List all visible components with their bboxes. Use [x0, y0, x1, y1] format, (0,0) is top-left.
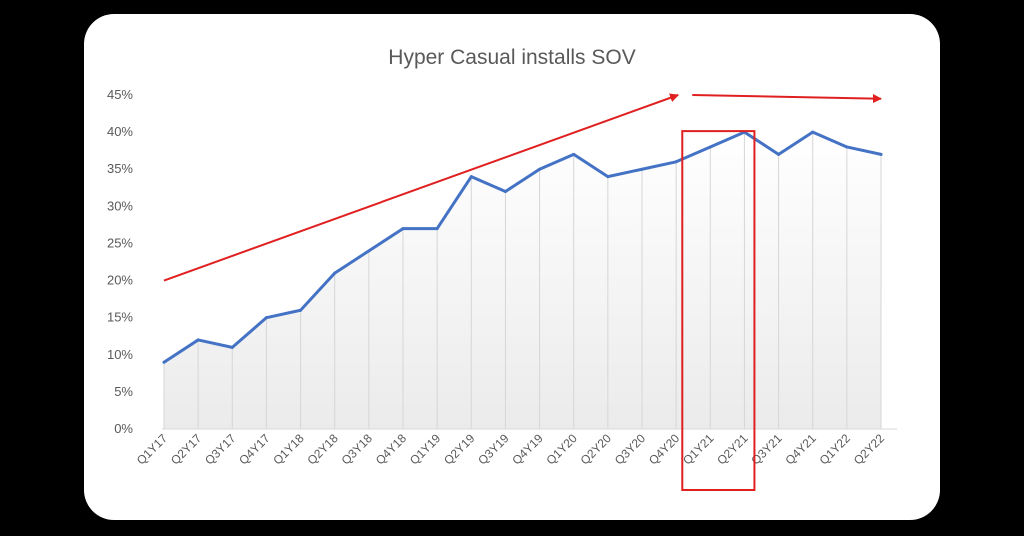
x-tick-label: Q2Y19: [441, 431, 478, 468]
x-tick-label: Q3Y17: [202, 431, 239, 468]
data-point: [196, 338, 200, 342]
y-tick-label: 5%: [114, 384, 133, 399]
highlight-box: [681, 130, 756, 491]
x-tick-label: Q3Y18: [339, 431, 376, 468]
data-point: [401, 227, 405, 231]
data-point: [845, 145, 849, 149]
y-tick-label: 35%: [107, 161, 133, 176]
x-tick-label: Q4Y21: [783, 431, 820, 468]
x-tick-label: Q4Y19: [509, 431, 546, 468]
y-tick-label: 20%: [107, 273, 133, 288]
x-tick-label: Q2Y21: [714, 431, 751, 468]
x-tick-label: Q4Y18: [373, 431, 410, 468]
series-line: [162, 130, 883, 364]
chart-title: Hyper Casual installs SOV: [388, 46, 636, 69]
data-point: [879, 152, 883, 156]
data-point: [777, 152, 781, 156]
y-tick-label: 45%: [107, 87, 133, 102]
chart-card: Hyper Casual installs SOV 0% 5% 10% 15% 20% 2…: [84, 14, 940, 520]
x-tick-label: Q2Y18: [305, 431, 342, 468]
x-tick-label: Q3Y19: [475, 431, 512, 468]
x-tick-label: Q2Y17: [168, 431, 205, 468]
x-tick-label: Q1Y21: [680, 431, 717, 468]
x-tick-label: Q2Y22: [851, 431, 888, 468]
data-point: [162, 360, 166, 364]
data-point: [333, 271, 337, 275]
line-chart: 0%5%10%15%20%25%30%35%40%45%Q1Y17Q2Y17Q3…: [107, 87, 897, 491]
y-tick-label: 40%: [107, 124, 133, 139]
data-point: [674, 160, 678, 164]
data-point: [469, 175, 473, 179]
data-point: [538, 167, 542, 171]
data-point: [367, 249, 371, 253]
x-tick-label: Q1Y17: [134, 431, 171, 468]
data-point: [708, 145, 712, 149]
data-point: [264, 316, 268, 320]
data-point: [811, 130, 815, 134]
data-point: [435, 227, 439, 231]
y-tick-label: 10%: [107, 347, 133, 362]
x-tick-label: Q1Y18: [270, 431, 307, 468]
y-tick-label: 0%: [114, 421, 133, 436]
data-point: [230, 345, 234, 349]
data-point: [299, 308, 303, 312]
y-tick-label: 15%: [107, 310, 133, 325]
data-point: [606, 175, 610, 179]
x-tick-label: Q1Y19: [407, 431, 444, 468]
y-tick-label: 25%: [107, 235, 133, 250]
x-tick-label: Q4Y17: [236, 431, 273, 468]
trend-arrow-flat: [692, 94, 882, 104]
data-point: [640, 167, 644, 171]
x-tick-label: Q1Y20: [544, 431, 581, 468]
x-tick-label: Q3Y20: [612, 431, 649, 468]
x-tick-label: Q1Y22: [817, 431, 854, 468]
data-point: [572, 152, 576, 156]
data-point: [503, 189, 507, 193]
x-tick-label: Q4Y20: [646, 431, 683, 468]
trend-arrow-up: [163, 93, 679, 282]
area-fill: [164, 132, 881, 429]
y-tick-label: 30%: [107, 198, 133, 213]
x-tick-label: Q2Y20: [578, 431, 615, 468]
